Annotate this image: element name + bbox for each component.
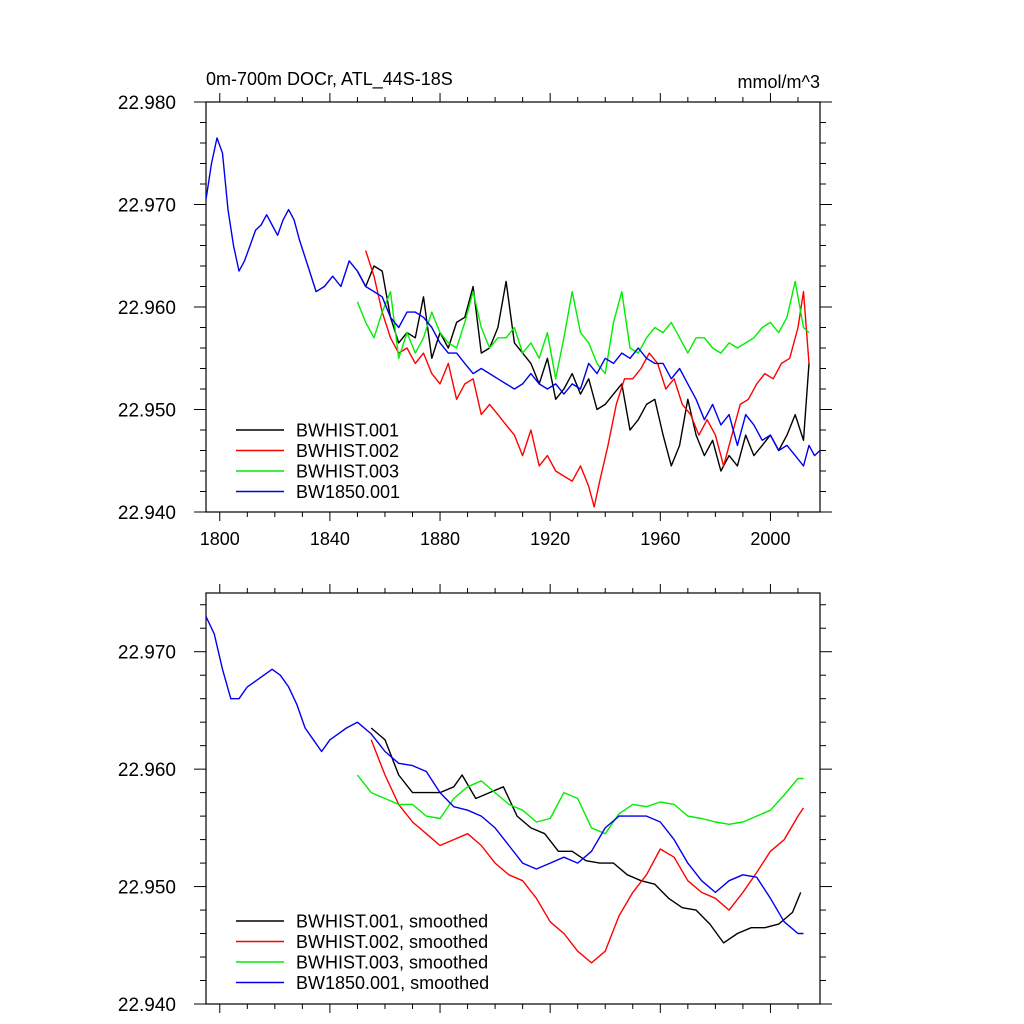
legend-label: BWHIST.002 — [296, 441, 399, 461]
series-line-bwhist-001 — [356, 265, 810, 472]
legend-label: BWHIST.003, smoothed — [296, 953, 488, 973]
x-tick-label: 1800 — [200, 529, 240, 549]
legend-label: BWHIST.001, smoothed — [296, 912, 488, 932]
series-line-bwhist-001-smoothed — [370, 727, 802, 944]
series-line-bwhist-003-smoothed — [356, 774, 804, 835]
units-label: mmol/m^3 — [738, 72, 820, 92]
legend-label: BWHIST.002, smoothed — [296, 932, 488, 952]
y-tick-label: 22.960 — [118, 298, 176, 319]
y-tick-label: 22.940 — [118, 995, 176, 1016]
legend-label: BWHIST.003 — [296, 462, 399, 482]
y-tick-label: 22.960 — [118, 760, 176, 781]
legend-label: BW1850.001, smoothed — [296, 973, 489, 993]
bottom-panel: 22.940 22.950 22.960 22.970 BWHIST.001, smoo… — [118, 584, 832, 1016]
x-tick-label: 1960 — [640, 529, 680, 549]
legend-label: BW1850.001 — [296, 482, 400, 502]
chart-title: 0m-700m DOCr, ATL_44S-18S — [206, 69, 453, 90]
x-tick-label: 2000 — [750, 529, 790, 549]
y-tick-label: 22.970 — [118, 196, 176, 217]
y-tick-label: 22.970 — [118, 643, 176, 664]
y-tick-label: 22.980 — [118, 93, 176, 114]
series-line-bwhist-002-smoothed — [370, 739, 805, 964]
series-line-bw1850-001-smoothed — [206, 616, 804, 935]
x-tick-label: 1840 — [310, 529, 350, 549]
series-line-bw1850-001 — [205, 137, 821, 467]
y-tick-label: 22.950 — [118, 878, 176, 899]
series-line-bwhist-003 — [356, 280, 810, 380]
y-tick-label: 22.950 — [118, 401, 176, 422]
top-panel: 0m-700m DOCr, ATL_44S-18S mmol/m^3 1800 184… — [118, 69, 832, 549]
plot-frame — [205, 592, 821, 1005]
x-tick-label: 1920 — [530, 529, 570, 549]
y-tick-label: 22.940 — [118, 503, 176, 524]
series-line-bwhist-002 — [365, 250, 810, 508]
legend-label: BWHIST.001 — [296, 421, 399, 441]
x-tick-label: 1880 — [420, 529, 460, 549]
